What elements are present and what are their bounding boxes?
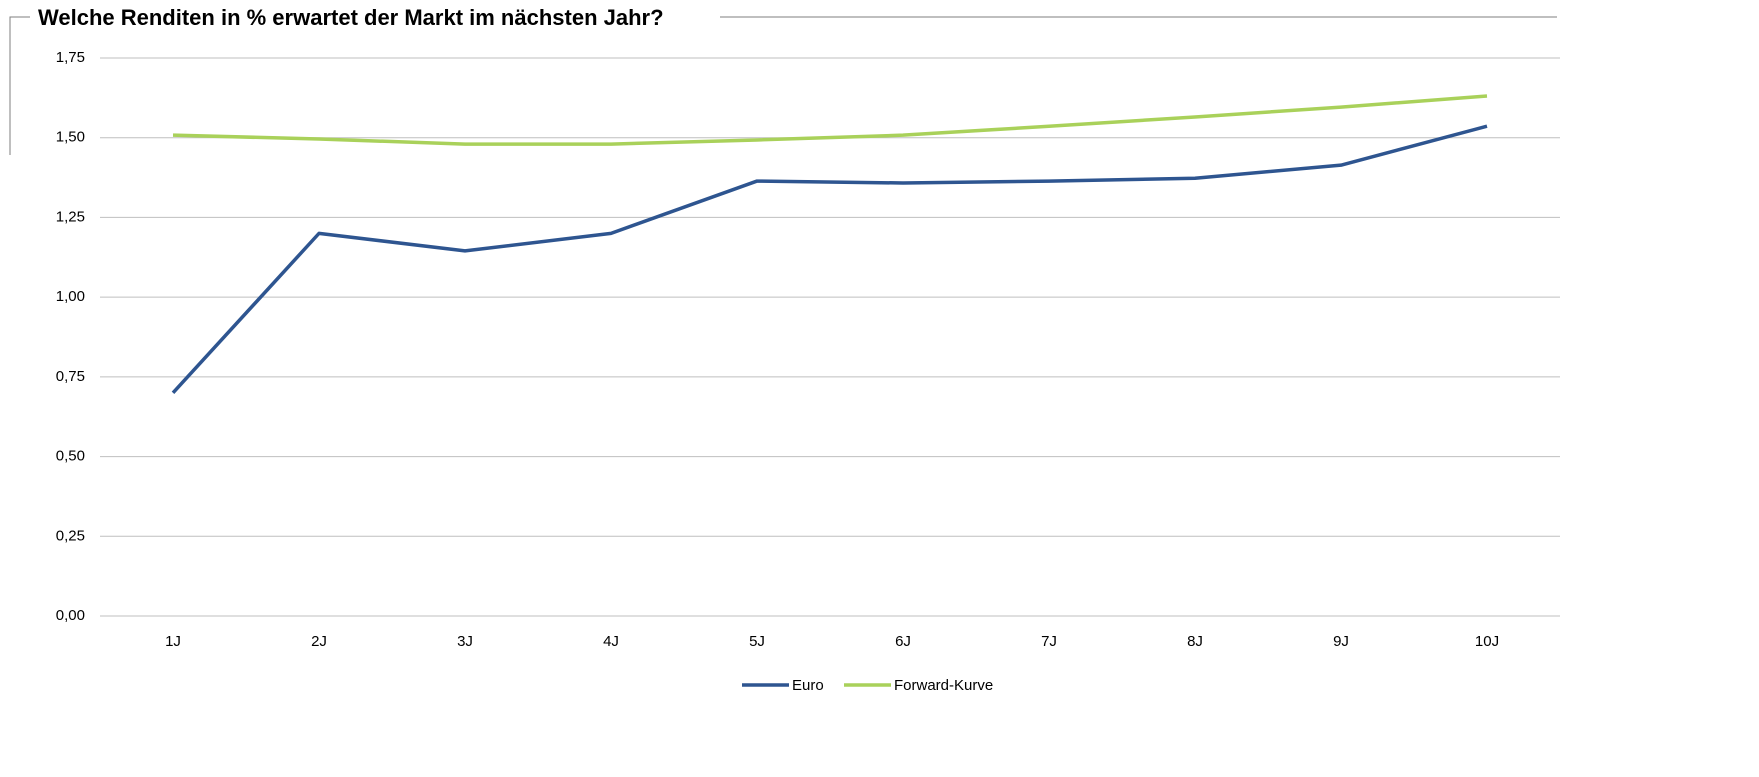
x-tick-label: 3J [457, 633, 473, 650]
x-tick-label: 2J [311, 633, 327, 650]
y-tick-label: 1,50 [56, 129, 85, 146]
x-tick-label: 7J [1041, 633, 1057, 650]
x-tick-label: 6J [895, 633, 911, 650]
y-tick-label: 0,25 [56, 527, 85, 544]
x-tick-label: 4J [603, 633, 619, 650]
series-line [171, 124, 1488, 394]
chart-title: Welche Renditen in % erwartet der Markt … [38, 5, 664, 30]
x-tick-label: 10J [1475, 633, 1499, 650]
x-tick-label: 1J [165, 633, 181, 650]
x-tick-label: 8J [1187, 633, 1203, 650]
y-tick-label: 0,00 [56, 607, 85, 624]
y-tick-label: 0,50 [56, 448, 85, 465]
y-tick-label: 1,25 [56, 208, 85, 225]
y-tick-label: 0,75 [56, 368, 85, 385]
series-line [172, 94, 1488, 146]
x-tick-label: 5J [749, 633, 765, 650]
legend-label: Euro [792, 677, 824, 694]
y-tick-label: 1,75 [56, 49, 85, 66]
x-tick-label: 9J [1333, 633, 1349, 650]
legend-label: Forward-Kurve [894, 677, 993, 694]
frame [9, 16, 30, 155]
y-tick-label: 1,00 [56, 288, 85, 305]
